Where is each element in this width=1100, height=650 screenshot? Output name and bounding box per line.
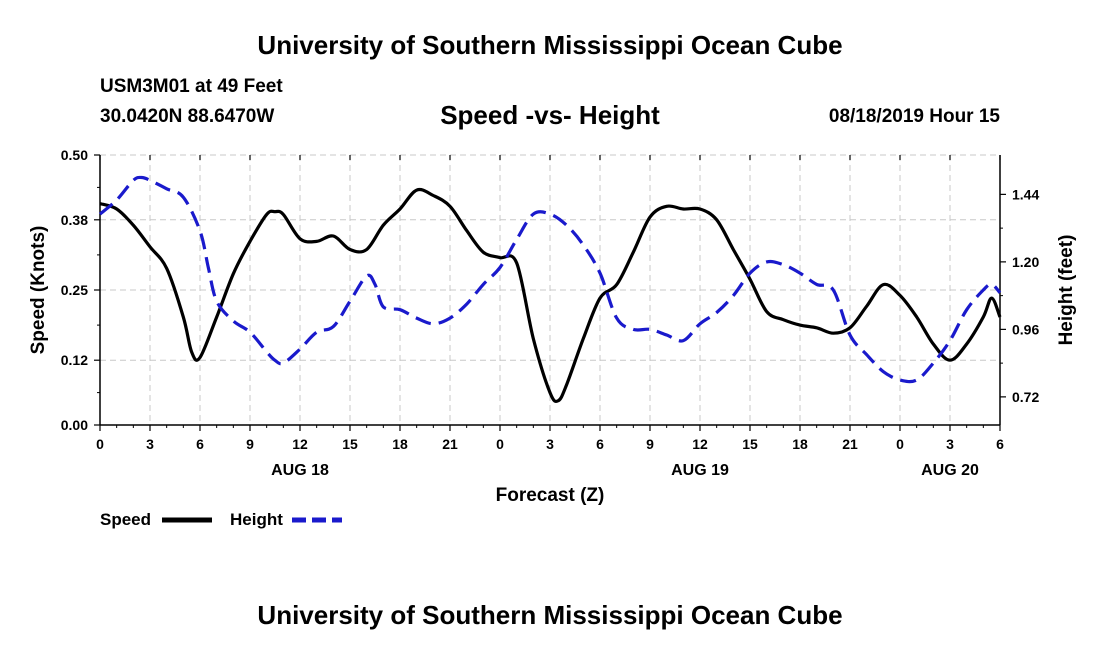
x-tick-label: 18 bbox=[792, 436, 808, 452]
legend-speed-label: Speed bbox=[100, 510, 151, 529]
page-title: University of Southern Mississippi Ocean… bbox=[257, 30, 843, 60]
x-tick-label: 9 bbox=[646, 436, 654, 452]
date-label: AUG 19 bbox=[671, 462, 729, 479]
x-tick-label: 0 bbox=[96, 436, 104, 452]
height-series-line bbox=[98, 175, 1002, 384]
y2-axis-label: Height (feet) bbox=[1056, 235, 1077, 346]
x-tick-label: 6 bbox=[996, 436, 1004, 452]
x-tick-label: 21 bbox=[442, 436, 458, 452]
x-tick-label: 3 bbox=[546, 436, 554, 452]
y-tick-label: 0.12 bbox=[61, 352, 88, 368]
x-tick-label: 6 bbox=[596, 436, 604, 452]
date-label: AUG 20 bbox=[921, 462, 979, 479]
x-tick-label: 6 bbox=[196, 436, 204, 452]
y-tick-label: 0.00 bbox=[61, 417, 88, 433]
y-axis-label: Speed (Knots) bbox=[28, 226, 49, 355]
speed-series-line bbox=[99, 187, 1002, 404]
x-tick-label: 0 bbox=[896, 436, 904, 452]
x-tick-label: 9 bbox=[246, 436, 254, 452]
x-tick-label: 15 bbox=[742, 436, 758, 452]
station-label: USM3M01 at 49 Feet bbox=[100, 76, 283, 97]
x-tick-label: 0 bbox=[496, 436, 504, 452]
x-tick-label: 3 bbox=[946, 436, 954, 452]
y-tick-label: 0.38 bbox=[61, 212, 88, 228]
y2-tick-label: 1.20 bbox=[1012, 254, 1039, 270]
x-tick-label: 18 bbox=[392, 436, 408, 452]
y2-tick-label: 0.72 bbox=[1012, 389, 1039, 405]
y2-tick-label: 1.44 bbox=[1012, 186, 1039, 202]
x-tick-label: 12 bbox=[692, 436, 708, 452]
y2-tick-label: 0.96 bbox=[1012, 321, 1039, 337]
x-tick-label: 15 bbox=[342, 436, 358, 452]
chart-title: Speed -vs- Height bbox=[440, 100, 660, 130]
x-axis-label: Forecast (Z) bbox=[496, 485, 605, 506]
station-coordinates: 30.0420N 88.6470W bbox=[100, 106, 275, 127]
forecast-datetime: 08/18/2019 Hour 15 bbox=[828, 106, 1000, 127]
y-tick-label: 0.25 bbox=[61, 282, 88, 298]
x-tick-label: 12 bbox=[292, 436, 308, 452]
footer-title: University of Southern Mississippi Ocean… bbox=[257, 600, 843, 630]
x-tick-label: 3 bbox=[146, 436, 154, 452]
date-label: AUG 18 bbox=[271, 462, 329, 479]
x-tick-label: 21 bbox=[842, 436, 858, 452]
y-tick-label: 0.50 bbox=[61, 147, 88, 163]
legend-height-label: Height bbox=[230, 510, 283, 529]
